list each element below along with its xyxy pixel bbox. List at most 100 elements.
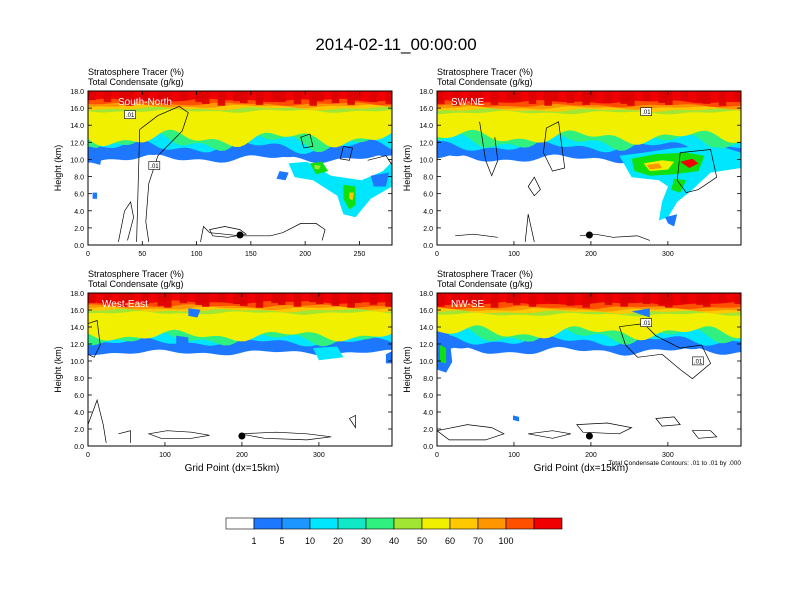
y-tick-label: 6.0 [423, 192, 433, 199]
colorbar-cell [421, 517, 451, 530]
colorbar-cell [505, 517, 535, 530]
tracer-column [331, 91, 340, 103]
y-tick-label: 6.0 [74, 192, 84, 199]
tracer-column [385, 91, 392, 104]
y-tick-label: 18.0 [419, 89, 433, 96]
y-tick-label: 10.0 [70, 157, 84, 164]
tracer-column [157, 91, 165, 103]
y-tick-label: 16.0 [419, 106, 433, 113]
panel-nw-se: Stratosphere Tracer (%)Total Condensate … [402, 269, 742, 474]
tracer-column [309, 91, 317, 106]
condensate-contour [300, 133, 314, 149]
panel-title-tracer: Stratosphere Tracer (%) [88, 67, 184, 77]
contour-label: .01 [692, 356, 704, 365]
tracer-column [566, 293, 575, 306]
x-tick-label: 200 [585, 452, 597, 459]
colorbar-cell [449, 517, 479, 530]
tracer-column [202, 91, 210, 104]
colorbar-label: 40 [389, 536, 399, 546]
y-tick-label: 2.0 [423, 427, 433, 434]
condensate-contour [118, 200, 134, 242]
tracer-column [126, 91, 134, 106]
y-tick-label: 6.0 [74, 393, 84, 400]
condensate-contour [209, 226, 247, 238]
panel-title-condensate: Total Condensate (g/kg) [437, 279, 533, 289]
y-tick-label: 12.0 [419, 140, 433, 147]
tracer-column [316, 293, 324, 304]
tracer-column [582, 91, 590, 105]
panel-title-tracer: Stratosphere Tracer (%) [437, 67, 533, 77]
tracer-column [680, 293, 689, 304]
contour-note: Total Condensate Contours: .01 to .01 by… [608, 460, 741, 467]
y-tick-label: 12.0 [70, 140, 84, 147]
tracer-column [119, 91, 127, 104]
contour-label-text: .01 [694, 359, 703, 365]
tracer-column [566, 91, 575, 103]
colorbar-label: 10 [305, 536, 315, 546]
tracer-column [437, 293, 445, 307]
condensate-contour [618, 323, 712, 380]
tracer-blob [440, 345, 447, 364]
plot-frame [87, 90, 393, 246]
tracer-column [718, 293, 727, 303]
tracer-column [468, 91, 476, 102]
y-tick-label: 12.0 [70, 342, 84, 349]
contour-label-box [640, 107, 652, 116]
tracer-column [582, 293, 590, 308]
tracer-column [528, 91, 537, 104]
condensate-contour [543, 121, 566, 172]
y-tick-label: 0.0 [74, 243, 84, 250]
colorbar-cell [309, 517, 339, 530]
panel-west-east: Stratosphere Tracer (%)Total Condensate … [53, 269, 393, 474]
x-axis-label: Grid Point (dx=15km) [534, 463, 629, 474]
tracer-column [385, 293, 392, 307]
y-tick-label: 8.0 [423, 376, 433, 383]
tracer-column [195, 91, 203, 103]
plot-area: .01 .01 [88, 91, 392, 245]
colorbar-cell [225, 517, 255, 530]
panel-label: SW-NE [451, 97, 484, 108]
condensate-contour [455, 233, 498, 238]
condensate-contour [528, 430, 571, 439]
tracer-column [665, 293, 673, 308]
y-tick-label: 16.0 [70, 308, 84, 315]
tracer-column [255, 91, 264, 105]
tracer-column [233, 293, 241, 304]
y-tick-label: 14.0 [419, 325, 433, 332]
colorbar-cell [337, 517, 367, 530]
condensate-contour [524, 214, 535, 242]
tracer-blob [671, 178, 687, 193]
tracer-column [513, 91, 521, 103]
tracer-blob [665, 214, 678, 227]
tracer-column [658, 293, 666, 306]
tracer-column [506, 293, 514, 304]
contour-label-box [640, 318, 652, 327]
panel-title-tracer: Stratosphere Tracer (%) [437, 269, 533, 279]
condensate-contour [479, 121, 499, 177]
tracer-column [604, 293, 613, 305]
tracer-column [179, 293, 188, 304]
tracer-column [604, 91, 613, 103]
y-tick-label: 2.0 [74, 226, 84, 233]
x-tick-label: 0 [435, 452, 439, 459]
tracer-column [271, 91, 279, 101]
colorbar-cell [393, 517, 423, 530]
condensate-contour [576, 422, 633, 435]
y-axis-label: Height (km) [53, 145, 63, 192]
plot-area: .01 [437, 91, 741, 245]
condensate-contour [339, 145, 353, 161]
y-tick-label: 4.0 [74, 410, 84, 417]
tracer-column [217, 293, 226, 303]
tracer-column [627, 293, 635, 303]
tracer-column [271, 293, 279, 304]
colorbar-cell [253, 517, 283, 530]
contour-label-text: .01 [150, 164, 159, 170]
tracer-column [589, 91, 597, 101]
x-tick-label: 300 [313, 452, 325, 459]
tracer-column [490, 91, 499, 105]
y-tick-label: 4.0 [74, 209, 84, 216]
tracer-column [696, 91, 704, 103]
x-tick-label: 100 [191, 251, 203, 258]
y-tick-label: 2.0 [423, 226, 433, 233]
